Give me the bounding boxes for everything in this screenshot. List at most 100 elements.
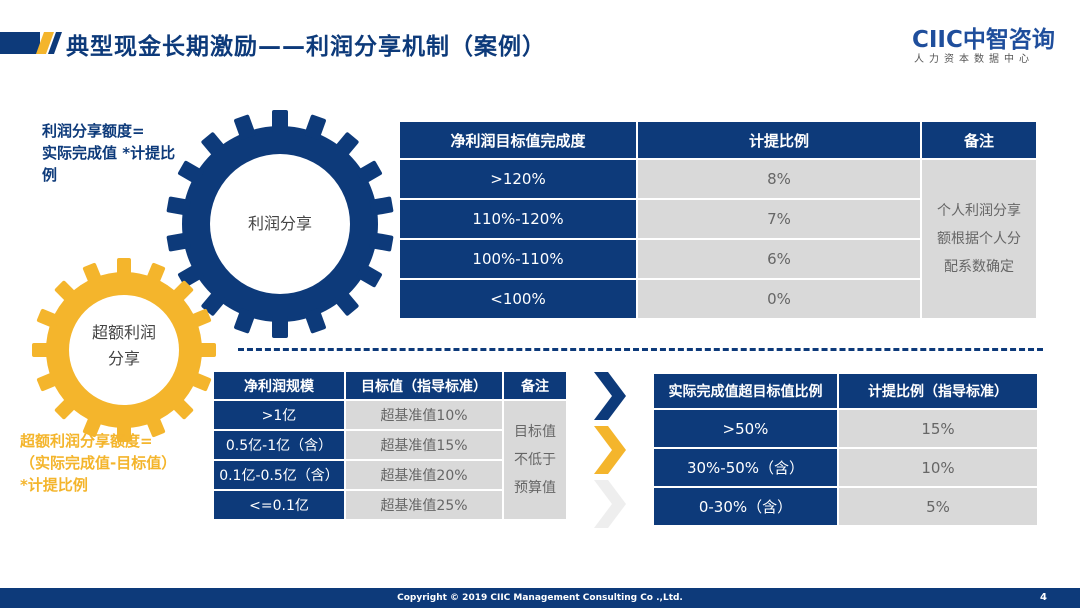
table-cell: 100%-110% xyxy=(400,240,636,278)
table-cell: 0.1亿-0.5亿（含） xyxy=(214,461,344,489)
table-cell: 10% xyxy=(839,449,1037,486)
table-header: 备注 xyxy=(922,122,1036,158)
logo-subtitle: 人力资本数据中心 xyxy=(914,54,1034,65)
gear-tooth xyxy=(333,132,359,158)
gear-tooth xyxy=(145,262,166,286)
table-header: 实际完成值超目标值比例 xyxy=(654,374,837,408)
table-row: <100% 0% xyxy=(400,280,1036,318)
gear-tooth xyxy=(170,280,194,304)
gear-tooth xyxy=(369,196,394,216)
table-cell: 超基准值15% xyxy=(346,431,502,459)
table-row: 0.5亿-1亿（含） 超基准值15% xyxy=(214,431,566,459)
note-line: 配系数确定 xyxy=(944,259,1014,275)
table-note-cell: 目标值 不低于 预算值 xyxy=(504,401,566,519)
table-note-cell: 个人利润分享 额根据个人分 配系数确定 xyxy=(922,160,1036,318)
gear-tooth xyxy=(82,262,103,286)
table-cell: 0-30%（含） xyxy=(654,488,837,525)
gear-tooth xyxy=(166,196,191,216)
gear-tooth xyxy=(201,132,227,158)
blue-gear-icon xyxy=(166,110,394,338)
table-cell: 超基准值10% xyxy=(346,401,502,429)
gear-tooth xyxy=(196,343,216,357)
gold-gear-label-line: 分享 xyxy=(107,349,140,368)
note-line: 不低于 xyxy=(514,452,556,468)
profit-share-table: 净利润目标值完成度 计提比例 备注 >120% 8% 个人利润分享 额根据个人分… xyxy=(398,120,1038,320)
table-cell: <=0.1亿 xyxy=(214,491,344,519)
gear-tooth xyxy=(234,308,256,334)
table-row: >1亿 超基准值10% 目标值 不低于 预算值 xyxy=(214,401,566,519)
gear-tooth xyxy=(234,114,256,140)
page-number: 4 xyxy=(1040,592,1047,603)
table-cell: 0% xyxy=(638,280,920,318)
note-line: 目标值 xyxy=(514,424,556,440)
gear-tooth xyxy=(333,290,359,316)
table-header: 计提比例（指导标准） xyxy=(839,374,1037,408)
note-line: 额根据个人分 xyxy=(937,231,1021,247)
table-cell: >1亿 xyxy=(214,401,344,429)
table-cell: >50% xyxy=(654,410,837,447)
gear-tooth xyxy=(356,263,382,288)
formula-line: 例 xyxy=(42,166,58,184)
gear-tooth xyxy=(54,396,78,420)
gear-tooth xyxy=(201,290,227,316)
header-accent-bar xyxy=(0,32,40,54)
slide-title: 典型现金长期激励——利润分享机制（案例） xyxy=(66,34,546,60)
blue-gear-label: 利润分享 xyxy=(247,214,312,233)
profit-share-formula: 利润分享额度= 实际完成值 *计提比 例 xyxy=(42,120,217,186)
table-cell: 8% xyxy=(638,160,920,198)
gear-tooth xyxy=(188,308,212,329)
table-header: 计提比例 xyxy=(638,122,920,158)
table-row: 110%-120% 7% xyxy=(400,200,1036,238)
formula-line: 利润分享额度= xyxy=(42,122,145,140)
gear-tooth xyxy=(36,371,60,392)
table-cell: >120% xyxy=(400,160,636,198)
table-cell: 7% xyxy=(638,200,920,238)
company-logo: CIIC中智咨询 xyxy=(912,27,1055,53)
gear-tooth xyxy=(82,414,103,438)
gear-tooth xyxy=(369,232,394,252)
formula-line: *计提比例 xyxy=(20,476,88,494)
profit-scale-table: 净利润规模 目标值（指导标准） 备注 >1亿 超基准值10% 目标值 不低于 预… xyxy=(212,370,568,521)
gear-tooth xyxy=(145,414,166,438)
gear-tooth xyxy=(117,422,131,442)
table-header: 净利润规模 xyxy=(214,372,344,399)
gear-tooth xyxy=(188,371,212,392)
table-header: 目标值（指导标准） xyxy=(346,372,502,399)
gold-gear-label: 超额利润 分享 xyxy=(64,320,184,372)
chevron-right-icon xyxy=(594,480,626,528)
section-divider xyxy=(238,348,1043,351)
gear-tooth xyxy=(178,160,204,185)
gear-tooth xyxy=(32,343,52,357)
table-cell: 超基准值20% xyxy=(346,461,502,489)
gear-tooth xyxy=(54,280,78,304)
table-row: 0.1亿-0.5亿（含） 超基准值20% xyxy=(214,461,566,489)
gear-tooth xyxy=(304,114,326,140)
footer-copyright: Copyright © 2019 CIIC Management Consult… xyxy=(0,588,1080,608)
table-cell: 0.5亿-1亿（含） xyxy=(214,431,344,459)
excess-share-formula: 超额利润分享额度= （实际完成值-目标值） *计提比例 xyxy=(20,430,210,496)
note-line: 预算值 xyxy=(514,480,556,496)
note-line: 个人利润分享 xyxy=(937,203,1021,219)
table-cell: <100% xyxy=(400,280,636,318)
gear-tooth xyxy=(272,110,288,132)
table-cell: 超基准值25% xyxy=(346,491,502,519)
table-row: 100%-110% 6% xyxy=(400,240,1036,278)
table-row: <=0.1亿 超基准值25% xyxy=(214,491,566,519)
table-cell: 30%-50%（含） xyxy=(654,449,837,486)
table-row: 0-30%（含） 5% xyxy=(654,488,1037,525)
gold-gear-label-line: 超额利润 xyxy=(91,323,156,342)
formula-line: 实际完成值 *计提比 xyxy=(42,144,176,162)
gear-tooth xyxy=(356,160,382,185)
table-header-row: 净利润规模 目标值（指导标准） 备注 xyxy=(214,372,566,399)
table-cell: 15% xyxy=(839,410,1037,447)
gear-tooth xyxy=(170,396,194,420)
gear-tooth xyxy=(36,308,60,329)
chevron-right-icon xyxy=(594,372,626,420)
table-header-row: 净利润目标值完成度 计提比例 备注 xyxy=(400,122,1036,158)
formula-line: 超额利润分享额度= xyxy=(20,432,153,450)
table-cell: 5% xyxy=(839,488,1037,525)
gear-tooth xyxy=(166,232,191,252)
gear-tooth xyxy=(117,258,131,278)
table-header-row: 实际完成值超目标值比例 计提比例（指导标准） xyxy=(654,374,1037,408)
excess-share-table: 实际完成值超目标值比例 计提比例（指导标准） >50% 15% 30%-50%（… xyxy=(652,372,1039,527)
